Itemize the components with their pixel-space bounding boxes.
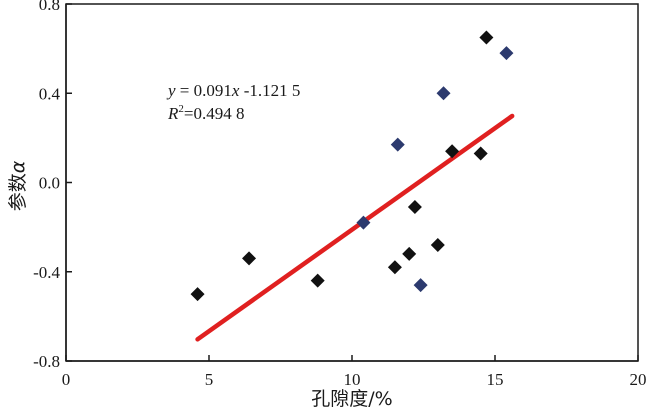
- data-point: [356, 215, 371, 230]
- y-tick-label: -0.4: [33, 263, 60, 282]
- x-tick-label: 5: [205, 370, 214, 389]
- y-axis-title-symbol: α: [7, 160, 29, 173]
- x-tick-label: 10: [344, 370, 361, 389]
- r-squared-sup: 2: [178, 103, 184, 115]
- r-squared-value: =0.494 8: [184, 104, 245, 123]
- plot-frame: [65, 3, 639, 362]
- data-point: [402, 246, 417, 261]
- y-ticks: -0.8 -0.4 0.0 0.4 0.8: [33, 0, 72, 371]
- data-point: [190, 287, 205, 302]
- y-axis-title: 参数α: [7, 160, 29, 211]
- y-tick-label: 0.8: [39, 0, 60, 14]
- data-point: [436, 86, 451, 101]
- fit-line-group: [195, 113, 515, 342]
- equation-x: x: [231, 81, 240, 100]
- x-tick-label: 15: [487, 370, 504, 389]
- data-point: [390, 137, 405, 152]
- y-axis-title-main: 参数: [7, 173, 29, 211]
- equation-y: y: [166, 81, 176, 100]
- equation-coef: = 0.091: [176, 81, 232, 100]
- y-tick-label: 0.4: [39, 84, 61, 103]
- r-squared: R2=0.494 8: [167, 103, 244, 123]
- fit-line: [195, 113, 515, 342]
- data-points: [190, 30, 514, 302]
- data-point: [499, 46, 514, 61]
- x-ticks: 0 5 10 15 20: [62, 355, 647, 389]
- data-point: [479, 30, 494, 45]
- data-point: [407, 200, 422, 215]
- equation-intercept: -1.121 5: [239, 81, 300, 100]
- r-squared-r: R: [167, 104, 179, 123]
- data-point: [445, 144, 460, 159]
- x-axis-title: 孔隙度/%: [311, 388, 392, 410]
- data-point: [413, 278, 428, 293]
- data-point: [473, 146, 488, 161]
- data-point: [242, 251, 257, 266]
- data-point: [387, 260, 402, 275]
- x-tick-label: 0: [62, 370, 71, 389]
- regression-equation: y = 0.091x -1.121 5: [166, 81, 300, 100]
- x-tick-label: 20: [630, 370, 647, 389]
- data-point: [310, 273, 325, 288]
- y-tick-label: 0.0: [39, 174, 60, 193]
- y-tick-label: -0.8: [33, 352, 60, 371]
- data-point: [430, 237, 445, 252]
